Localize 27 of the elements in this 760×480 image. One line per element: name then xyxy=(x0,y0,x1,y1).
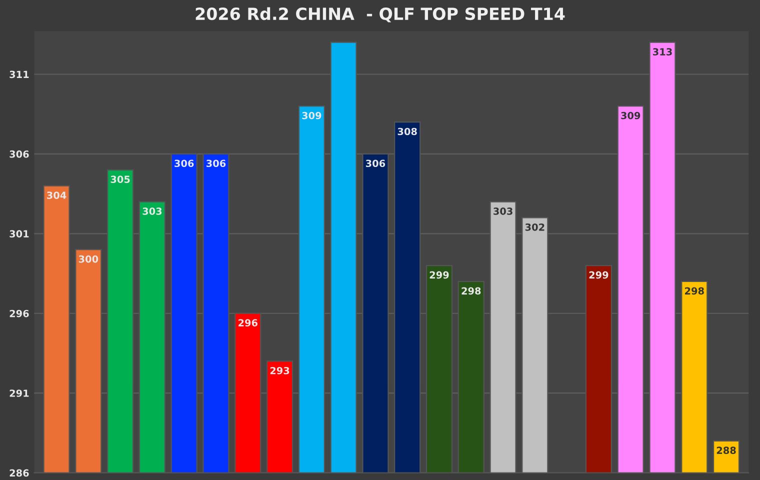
data-label: 306 xyxy=(366,160,386,168)
data-label: 288 xyxy=(716,446,736,454)
data-label: 296 xyxy=(238,319,258,326)
y-tick-label: 286 xyxy=(10,469,29,477)
data-label: 304 xyxy=(47,192,66,199)
data-label: 302 xyxy=(525,223,544,231)
data-label: 308 xyxy=(398,128,417,136)
data-label: 299 xyxy=(430,271,449,279)
data-label: 300 xyxy=(78,255,98,263)
y-tick-label: 291 xyxy=(10,390,29,397)
data-label: 309 xyxy=(621,112,640,120)
y-tick-label: 296 xyxy=(10,310,29,318)
data-label: 306 xyxy=(206,160,226,168)
chart-title: 2026 Rd.2 CHINA - QLF TOP SPEED T14 xyxy=(196,7,565,22)
y-tick-label: 311 xyxy=(10,70,29,78)
data-label: 293 xyxy=(270,366,290,374)
data-label: 305 xyxy=(110,176,130,184)
data-label: 303 xyxy=(142,208,162,215)
data-label: 298 xyxy=(685,287,704,295)
data-label: 313 xyxy=(652,48,672,56)
data-label: 298 xyxy=(462,287,481,295)
data-label: 309 xyxy=(302,112,322,120)
data-label: 299 xyxy=(589,271,608,279)
y-tick-label: 301 xyxy=(10,230,29,238)
data-label: 306 xyxy=(174,160,194,168)
data-label: 303 xyxy=(494,208,512,215)
y-tick-label: 306 xyxy=(10,150,29,158)
